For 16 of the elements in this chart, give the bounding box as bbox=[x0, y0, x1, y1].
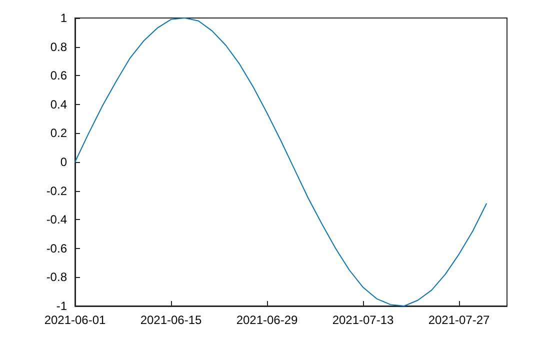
y-tick-label: -0.6 bbox=[46, 241, 68, 256]
x-tick-label: 2021-07-27 bbox=[428, 313, 490, 327]
y-tick-label: 1 bbox=[60, 11, 68, 25]
y-tick-label: -0.2 bbox=[46, 184, 68, 198]
x-tick-label: 2021-06-15 bbox=[140, 313, 202, 327]
y-tick-label: -1 bbox=[56, 299, 68, 313]
y-tick-label: -0.8 bbox=[46, 270, 68, 284]
y-tick-label: 0.8 bbox=[50, 40, 68, 54]
x-tick-label: 2021-06-01 bbox=[44, 313, 106, 327]
y-tick-label: 0.2 bbox=[50, 126, 68, 140]
y-tick-label: 0.4 bbox=[50, 97, 68, 112]
x-tick-label: 2021-07-13 bbox=[332, 313, 394, 327]
y-tick-label: 0.6 bbox=[50, 68, 68, 83]
y-tick-label: 0 bbox=[60, 155, 68, 169]
y-tick-label: -0.4 bbox=[46, 212, 68, 227]
x-tick-label: 2021-06-29 bbox=[236, 313, 298, 327]
